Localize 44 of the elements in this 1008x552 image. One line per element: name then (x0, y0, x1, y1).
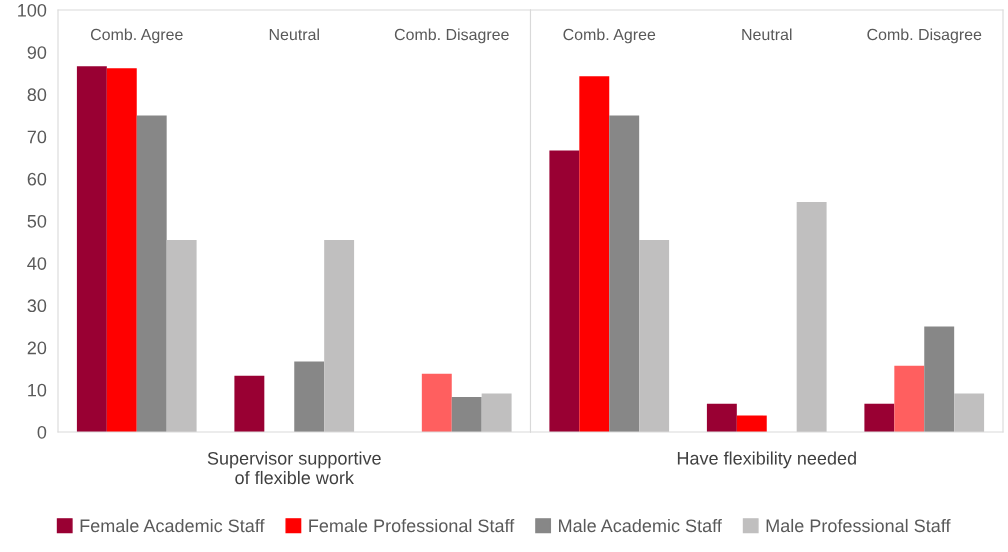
bar (864, 403, 895, 432)
bar (736, 415, 767, 432)
y-tick-label: 10 (28, 383, 47, 397)
x-tick-label: Comb. Disagree (394, 28, 509, 44)
legend-label: Female Professional Staff (309, 518, 515, 533)
bar (166, 239, 197, 432)
bar (894, 365, 925, 432)
y-tick-label: 20 (27, 341, 47, 355)
x-axis-title: Have flexibility needed (677, 451, 856, 469)
bar (106, 68, 137, 432)
x-axis-title: Supervisor supportive of flexible work (207, 451, 381, 485)
bar (234, 375, 265, 432)
bar (924, 326, 955, 432)
bar (706, 403, 737, 432)
bar (451, 396, 482, 432)
bar (579, 76, 610, 432)
bar (76, 66, 107, 432)
y-tick-label: 60 (27, 172, 47, 186)
y-tick-label: 50 (27, 214, 47, 228)
bar (639, 239, 670, 432)
x-tick-label: Neutral (269, 28, 319, 41)
bar (324, 239, 355, 432)
legend-label: Male Professional Staff (766, 518, 951, 533)
bar (481, 393, 512, 432)
x-tick-label: Neutral (742, 28, 792, 41)
y-tick-label: 30 (27, 299, 47, 313)
legend-label: Female Academic Staff (80, 518, 265, 533)
bar (796, 202, 827, 432)
bar (609, 115, 640, 432)
y-tick-label: 80 (27, 88, 47, 102)
x-tick-label: Comb. Agree (563, 28, 656, 44)
bar (954, 393, 985, 432)
legend-label: Male Academic Staff (559, 518, 722, 533)
bar (136, 115, 167, 432)
y-tick-label: 70 (27, 130, 47, 144)
y-tick-label: 40 (27, 257, 47, 270)
bar (549, 150, 580, 432)
x-tick-label: Comb. Agree (90, 28, 183, 44)
y-tick-label: 100 (18, 3, 47, 17)
y-tick-label: 90 (27, 46, 47, 59)
x-tick-label: Comb. Disagree (867, 28, 982, 44)
y-tick-label: 0 (37, 425, 47, 439)
bar (294, 361, 325, 432)
bar (421, 373, 452, 432)
